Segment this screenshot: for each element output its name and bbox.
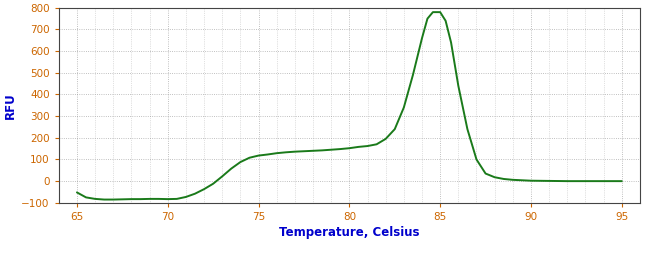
Y-axis label: RFU: RFU bbox=[4, 92, 17, 119]
X-axis label: Temperature, Celsius: Temperature, Celsius bbox=[279, 226, 420, 239]
